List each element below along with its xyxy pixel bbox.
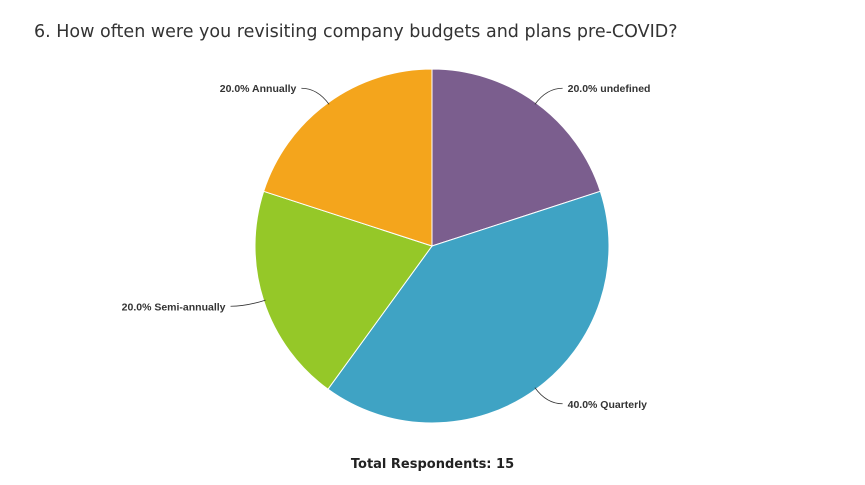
leader-line-annually xyxy=(301,87,330,105)
slice-label-undefined: 20.0% undefined xyxy=(568,83,651,95)
slice-label-annually: 20.0% Annually xyxy=(220,83,297,95)
leader-line-undefined xyxy=(534,87,563,105)
total-respondents: Total Respondents: 15 xyxy=(350,457,515,472)
slice-label-quarterly: 40.0% Quarterly xyxy=(568,399,648,411)
leader-line-semi-annually xyxy=(230,299,266,307)
question-title: 6. How often were you revisiting company… xyxy=(34,22,678,42)
slice-label-semi-annually: 20.0% Semi-annually xyxy=(122,301,226,313)
leader-line-quarterly xyxy=(534,387,563,405)
